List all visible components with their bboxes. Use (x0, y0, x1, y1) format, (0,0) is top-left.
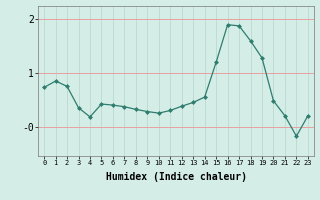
X-axis label: Humidex (Indice chaleur): Humidex (Indice chaleur) (106, 172, 246, 182)
